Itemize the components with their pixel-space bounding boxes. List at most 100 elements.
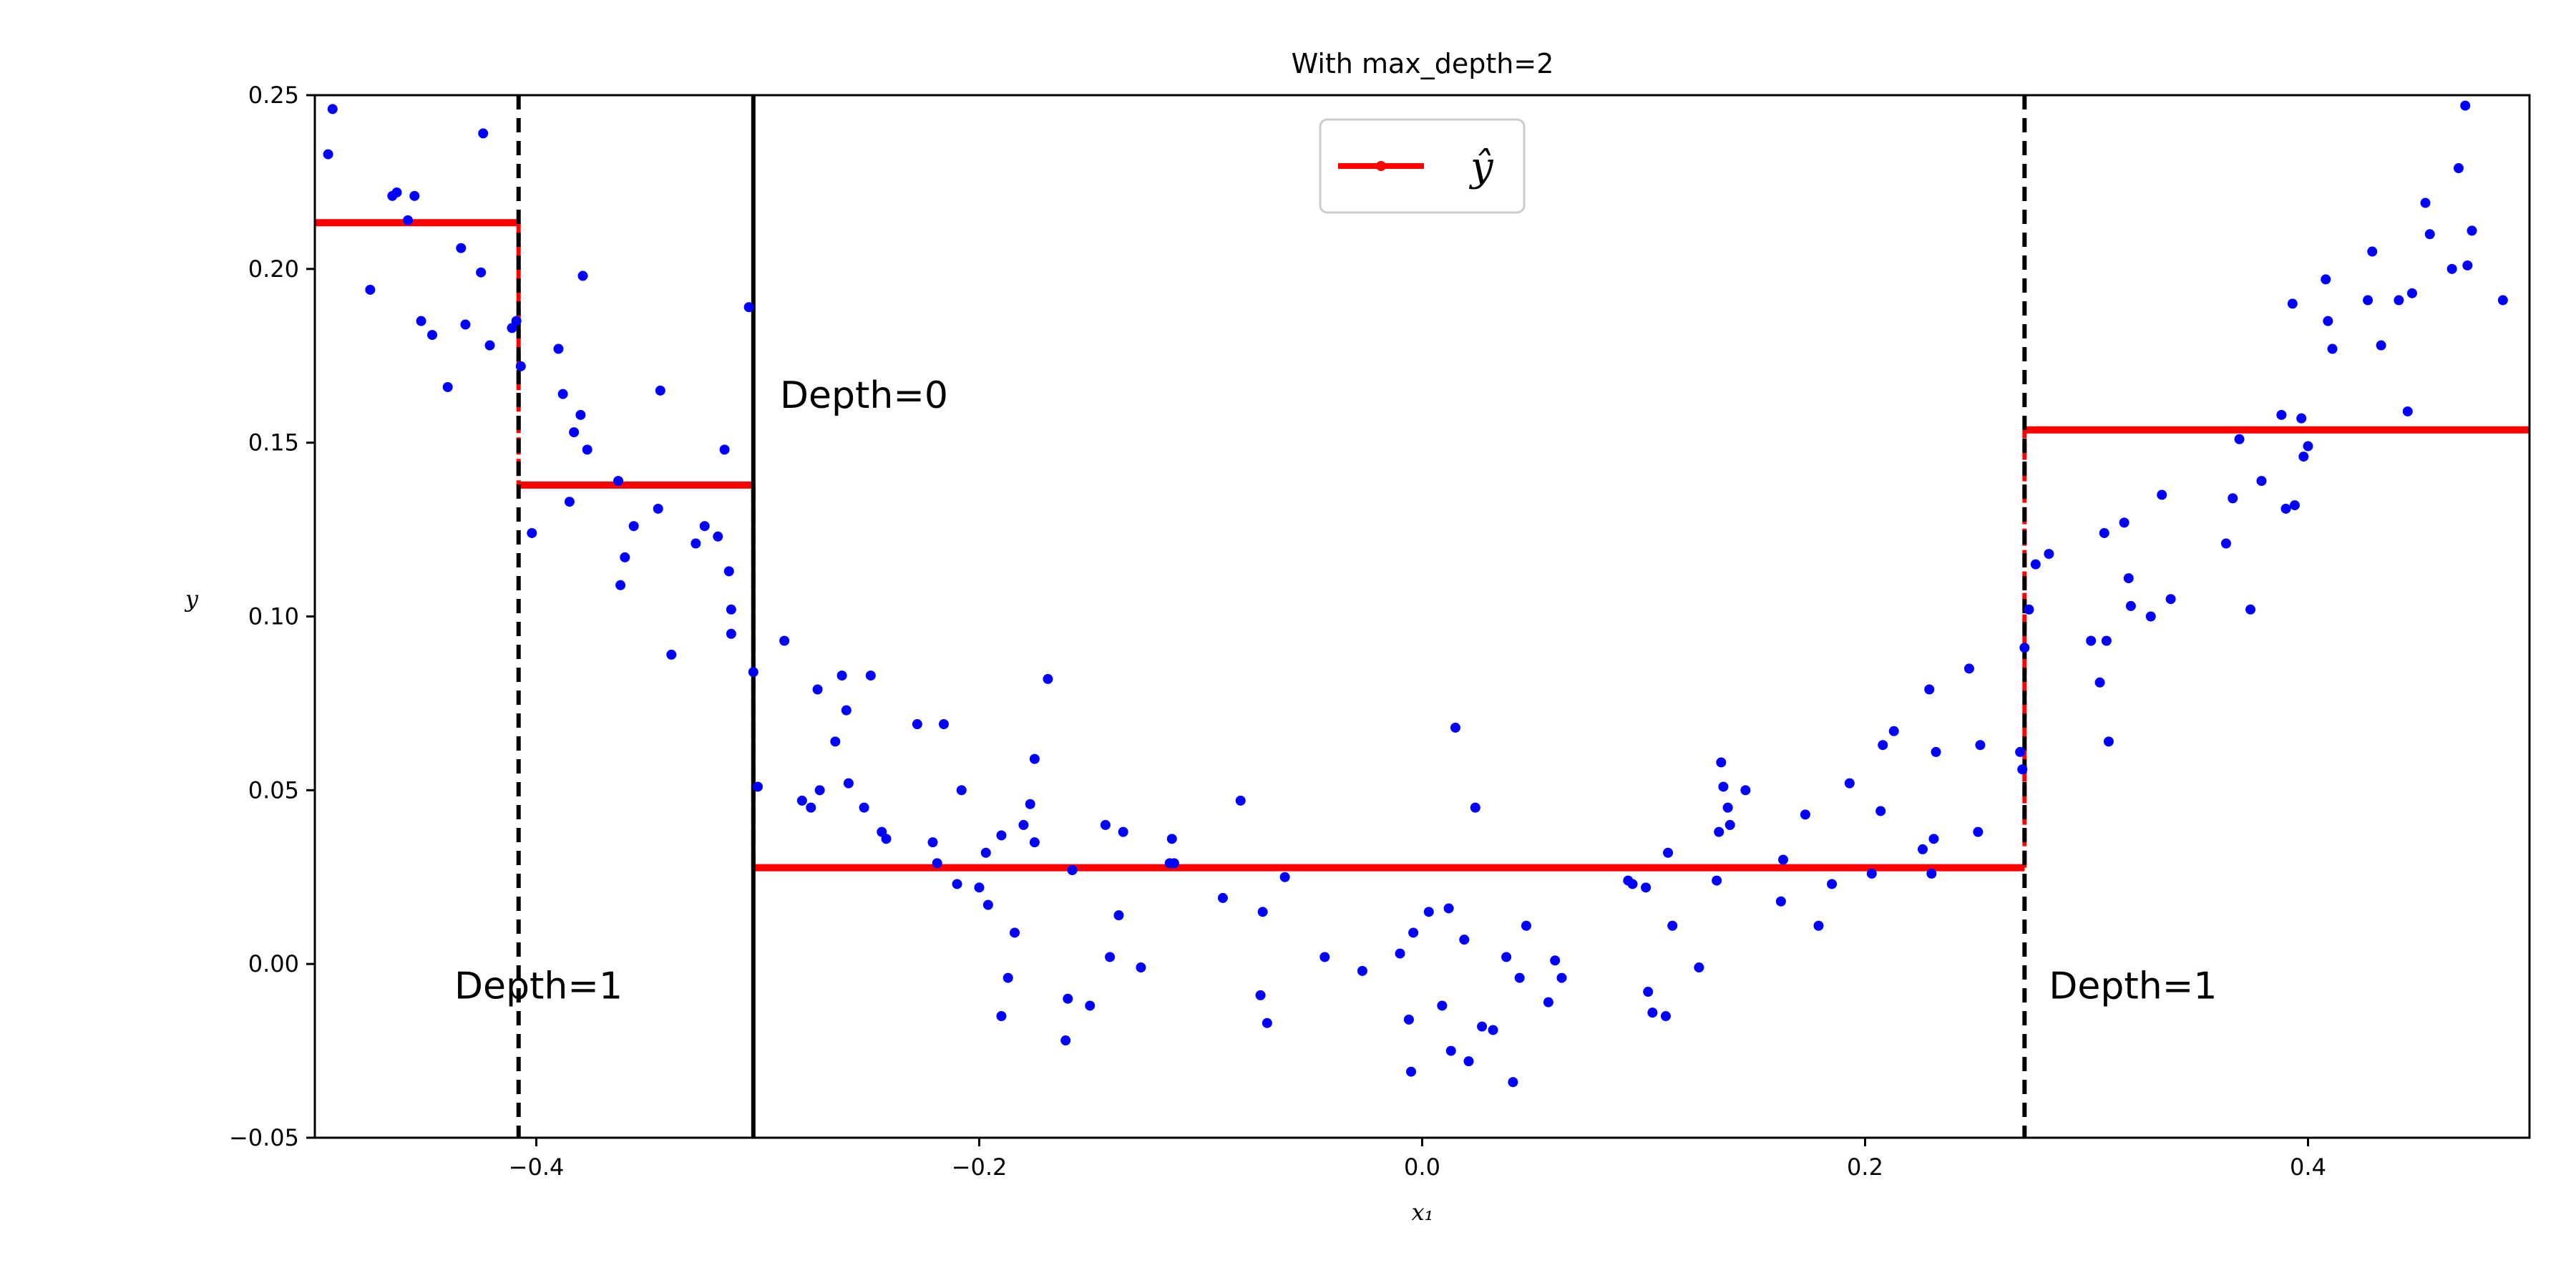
data-point [1443,903,1454,914]
x-tick-label: 0.0 [1404,1153,1440,1181]
data-point [2363,295,2373,306]
data-point [1488,1025,1498,1035]
data-point [1875,806,1886,816]
data-point [327,104,338,114]
data-point [2460,100,2471,111]
data-point [2424,229,2435,240]
data-point [1667,920,1678,931]
data-point [1450,722,1460,733]
data-point [1556,972,1567,983]
data-point [1844,778,1855,789]
data-point [1501,952,1512,962]
data-point [365,284,376,295]
data-point [1813,920,1824,931]
data-point [806,802,816,813]
data-point [1724,819,1735,830]
data-point [1550,955,1561,966]
data-point [2220,538,2231,549]
data-point [927,837,938,848]
data-point [1043,673,1053,684]
data-point [2276,409,2287,420]
data-point [1235,795,1246,806]
data-point [515,361,526,371]
data-point [615,580,626,590]
data-point [1660,1011,1671,1022]
data-point [1878,740,1888,751]
data-point [2101,635,2112,646]
data-point [2287,298,2298,309]
y-tick-label: 0.10 [248,603,299,630]
data-point [1018,819,1029,830]
data-point [1002,972,1013,983]
data-point [830,736,841,747]
data-point [1423,907,1434,917]
data-point [2376,340,2386,351]
y-tick-label: 0.25 [248,82,299,109]
data-point [1319,952,1330,962]
data-point [575,409,586,420]
data-point [2103,736,2114,747]
data-point [2015,746,2026,757]
data-point [628,521,639,532]
data-point [2367,246,2378,257]
data-point [484,340,495,351]
data-point [726,604,736,615]
data-point [1477,1021,1488,1032]
data-point [865,670,876,681]
data-point [2157,489,2167,500]
data-point [1406,1066,1417,1077]
data-point [982,899,993,910]
data-point [1514,972,1525,983]
data-point [932,858,942,869]
y-axis-label: y [184,585,199,613]
data-point [456,243,467,253]
data-point [996,830,1007,841]
data-point [2420,197,2431,208]
data-point [2024,604,2034,615]
data-point [1262,1018,1272,1028]
data-point [1217,892,1228,903]
data-point [1470,802,1480,813]
data-point [402,215,413,225]
y-tick-label: 0.20 [248,255,299,283]
data-point [2030,559,2041,570]
data-point [2289,500,2300,511]
data-point [1118,826,1128,837]
data-point [699,521,710,532]
data-point [980,847,991,858]
data-point [1694,962,1704,973]
data-point [557,389,568,399]
chart-title: With max_depth=2 [1292,48,1554,79]
data-point [2323,316,2333,326]
data-point [748,667,758,678]
data-point [1085,1000,1096,1011]
data-point [1722,802,1733,813]
data-point [416,316,426,326]
data-point [1025,799,1035,809]
data-point [743,302,754,313]
data-point [859,802,869,813]
data-point [1777,854,1788,865]
data-point [666,649,677,660]
data-point [2298,452,2309,462]
data-point [814,785,825,796]
data-point [2406,288,2417,298]
data-point [1716,757,1727,768]
data-point [912,719,922,730]
data-point [476,267,487,278]
data-point [796,795,807,806]
data-point [726,628,736,639]
data-point [1136,962,1146,973]
data-point [952,879,962,889]
data-point [713,531,723,542]
data-point [1800,809,1810,820]
data-point [1357,965,1367,976]
data-point [1113,910,1124,921]
data-point [779,635,790,646]
data-point [1714,826,1724,837]
chart-marks: −0.4 −0.2 0.0 0.2 0.4 −0.05 0.00 0.05 0.10 0.15 0.… [229,82,2531,1181]
data-point [996,1011,1007,1022]
data-point [2145,611,2156,622]
data-point [2165,594,2176,605]
